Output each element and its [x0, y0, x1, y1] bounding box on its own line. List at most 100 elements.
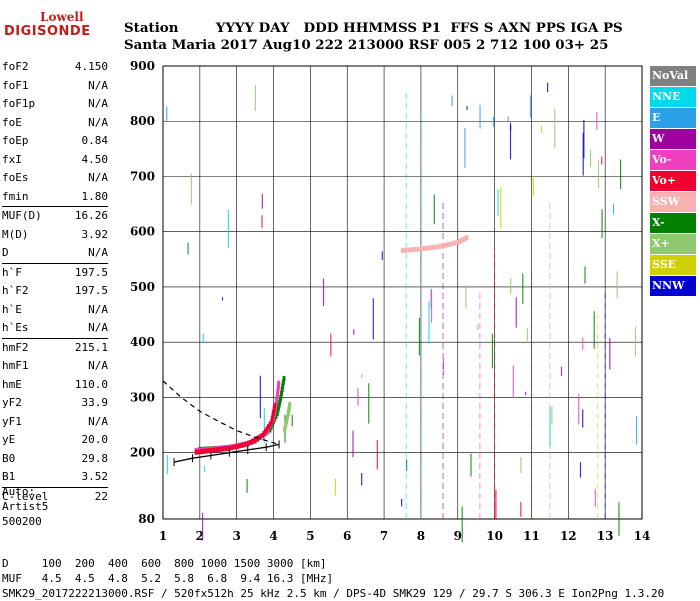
- legend-item-nnw: NNW: [650, 276, 696, 296]
- echo-point: [215, 447, 219, 453]
- echo-point: [212, 447, 216, 453]
- echo-point: [279, 394, 283, 400]
- parameter-row: foEs N/A: [2, 169, 108, 188]
- parameter-value: 4.50: [81, 152, 109, 166]
- echo-point: [272, 409, 276, 415]
- echo-point: [230, 445, 234, 451]
- echo-point: [277, 402, 281, 408]
- echo-point: [416, 246, 420, 252]
- echo-point: [276, 383, 280, 389]
- echo-point: [410, 247, 414, 253]
- x-tick-label: 3: [233, 529, 241, 543]
- echo-point: [240, 442, 244, 448]
- echo-point: [283, 427, 287, 433]
- echo-point: [447, 241, 451, 247]
- parameter-separator: [2, 262, 108, 264]
- parameter-value: 29.8: [81, 451, 109, 465]
- parameter-row: foF1 N/A: [2, 77, 108, 96]
- parameter-name: h`F: [2, 265, 22, 279]
- echo-point: [224, 446, 228, 452]
- x-tick-label: 13: [597, 529, 614, 543]
- echo-point: [267, 423, 271, 429]
- echo-point: [258, 434, 262, 440]
- parameter-separator: [2, 337, 108, 339]
- echo-point: [278, 397, 282, 403]
- echo-point: [251, 438, 255, 444]
- parameter-name: foF1p: [2, 97, 36, 110]
- parameter-name: foE: [2, 115, 22, 129]
- parameter-name: foEp: [2, 134, 29, 147]
- echo-point: [459, 237, 463, 243]
- parameter-name: hmF2: [2, 340, 29, 354]
- parameter-row: foF1p N/A: [2, 95, 108, 114]
- y-tick-label: 400: [130, 335, 155, 349]
- y-tick-label: 80: [138, 512, 155, 526]
- echo-point: [456, 239, 460, 245]
- parameter-row: h`F 197.5: [2, 264, 108, 283]
- echo-point: [431, 244, 435, 250]
- echo-point: [237, 443, 241, 449]
- parameter-row: hmF2 215.1: [2, 339, 108, 358]
- footer-distance-line: D 100 200 400 600 800 1000 1500 3000 [km…: [2, 557, 327, 570]
- x-tick-label: 5: [306, 529, 314, 543]
- legend-item-sse: SSE: [650, 255, 696, 275]
- legend-item-vo: Vo+: [650, 171, 696, 191]
- echo-point: [422, 246, 426, 252]
- y-tick-label: 200: [130, 446, 155, 460]
- parameter-name: hmE: [2, 377, 22, 391]
- echo-point: [227, 445, 231, 451]
- parameter-value: 110.0: [74, 377, 108, 391]
- parameter-separator: [2, 486, 108, 488]
- echo-point: [262, 430, 266, 436]
- echo-point: [276, 388, 280, 394]
- echo-point: [276, 391, 280, 397]
- parameter-row: M(D) 3.92: [2, 226, 108, 245]
- parameter-name: foF2: [2, 60, 29, 73]
- y-tick-label: 500: [130, 280, 155, 294]
- legend-item-x: X-: [650, 213, 696, 233]
- parameter-value: N/A: [88, 414, 108, 428]
- parameter-row: fxI 4.50: [2, 151, 108, 170]
- echo-point: [450, 241, 454, 247]
- echo-point: [218, 446, 222, 452]
- y-tick-label: 800: [130, 114, 155, 128]
- echo-point: [264, 428, 268, 434]
- x-tick-label: 12: [560, 529, 577, 543]
- echo-point: [272, 406, 276, 412]
- x-tick-label: 4: [269, 529, 277, 543]
- echo-point: [286, 413, 290, 419]
- echo-point: [283, 424, 287, 430]
- echo-point: [428, 245, 432, 251]
- echo-point: [404, 247, 408, 253]
- header-line-1: Station YYYY DAY DDD HHMMSS P1 FFS S AXN…: [124, 20, 623, 36]
- echo-point: [281, 379, 285, 385]
- parameter-value: 4.150: [74, 60, 108, 73]
- legend-item-noval: NoVal: [650, 66, 696, 86]
- parameter-name: C-level: [2, 489, 49, 503]
- x-tick-label: 14: [634, 529, 651, 543]
- echo-point: [282, 376, 286, 382]
- echo-point: [270, 419, 274, 425]
- parameter-value: 20.0: [81, 433, 109, 446]
- parameter-row: h`E N/A: [2, 301, 108, 320]
- x-tick-label: 10: [486, 529, 503, 543]
- echo-point: [276, 408, 280, 414]
- legend-item-nne: NNE: [650, 87, 696, 107]
- echo-point: [275, 398, 279, 404]
- parameter-value: N/A: [88, 115, 108, 129]
- echo-point: [284, 422, 288, 428]
- parameter-name: B1: [2, 470, 16, 483]
- y-tick-label: 900: [130, 59, 155, 73]
- parameter-name: MUF(D): [2, 209, 42, 222]
- parameter-name: foF1: [2, 78, 29, 92]
- header-line-2: Santa Maria 2017 Aug10 222 213000 RSF 00…: [124, 37, 609, 53]
- y-tick-label: 300: [130, 390, 155, 404]
- parameter-row: h`Es N/A: [2, 319, 108, 338]
- parameter-name: B0: [2, 451, 16, 465]
- parameter-value: 197.5: [74, 284, 108, 297]
- echo-point: [440, 243, 444, 249]
- parameter-row: hmE 110.0: [2, 376, 108, 395]
- parameter-value: 3.52: [81, 470, 109, 483]
- echo-point: [274, 413, 278, 419]
